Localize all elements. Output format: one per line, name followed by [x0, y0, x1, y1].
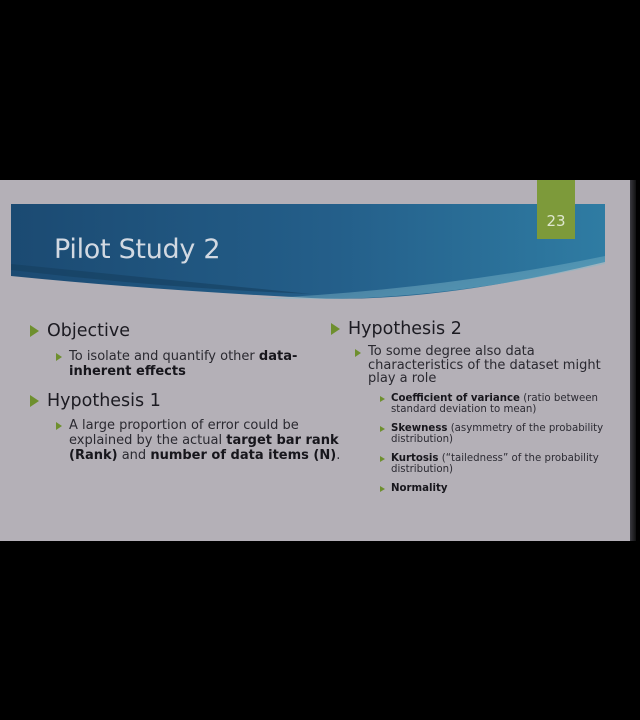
list-item-coefficient-of-variance: Coefficient of variance (ratio between s… — [380, 393, 611, 415]
hypothesis1-item: A large proportion of error could be exp… — [56, 418, 340, 463]
slide-title: Pilot Study 2 — [54, 234, 221, 265]
hypothesis1-heading-row: Hypothesis 1 — [30, 391, 320, 411]
bullet-triangle-icon — [30, 325, 39, 337]
title-banner: Pilot Study 2 — [11, 204, 605, 299]
list-item-skewness: Skewness (asymmetry of the probability d… — [380, 423, 611, 445]
slide-edge — [630, 180, 636, 541]
list-item-normality: Normality — [380, 483, 611, 494]
bullet-triangle-icon — [380, 455, 385, 462]
objective-heading-row: Objective — [30, 321, 320, 341]
bullet-triangle-icon — [380, 395, 385, 402]
bullet-triangle-icon — [355, 349, 361, 357]
objective-item: To isolate and quantify other data- inhe… — [56, 349, 320, 379]
hypothesis2-heading: Hypothesis 2 — [348, 319, 462, 339]
bullet-triangle-icon — [30, 395, 39, 407]
objective-heading: Objective — [47, 321, 130, 341]
bullet-triangle-icon — [331, 323, 340, 335]
bullet-triangle-icon — [56, 353, 62, 361]
list-item-kurtosis: Kurtosis (“tailedness” of the probabilit… — [380, 453, 611, 475]
bullet-triangle-icon — [380, 485, 385, 492]
right-column: Hypothesis 2 To some degree also data ch… — [331, 319, 611, 494]
bullet-triangle-icon — [56, 422, 62, 430]
hypothesis2-heading-row: Hypothesis 2 — [331, 319, 611, 339]
left-column: Objective To isolate and quantify other … — [30, 321, 340, 463]
presentation-slide: Pilot Study 2 23 Objective To isolate an… — [0, 180, 630, 541]
hypothesis2-intro: To some degree also data characteristics… — [355, 345, 611, 386]
hypothesis1-heading: Hypothesis 1 — [47, 391, 161, 411]
banner-graphic — [11, 204, 605, 299]
bullet-triangle-icon — [380, 425, 385, 432]
page-number-badge: 23 — [537, 180, 575, 239]
